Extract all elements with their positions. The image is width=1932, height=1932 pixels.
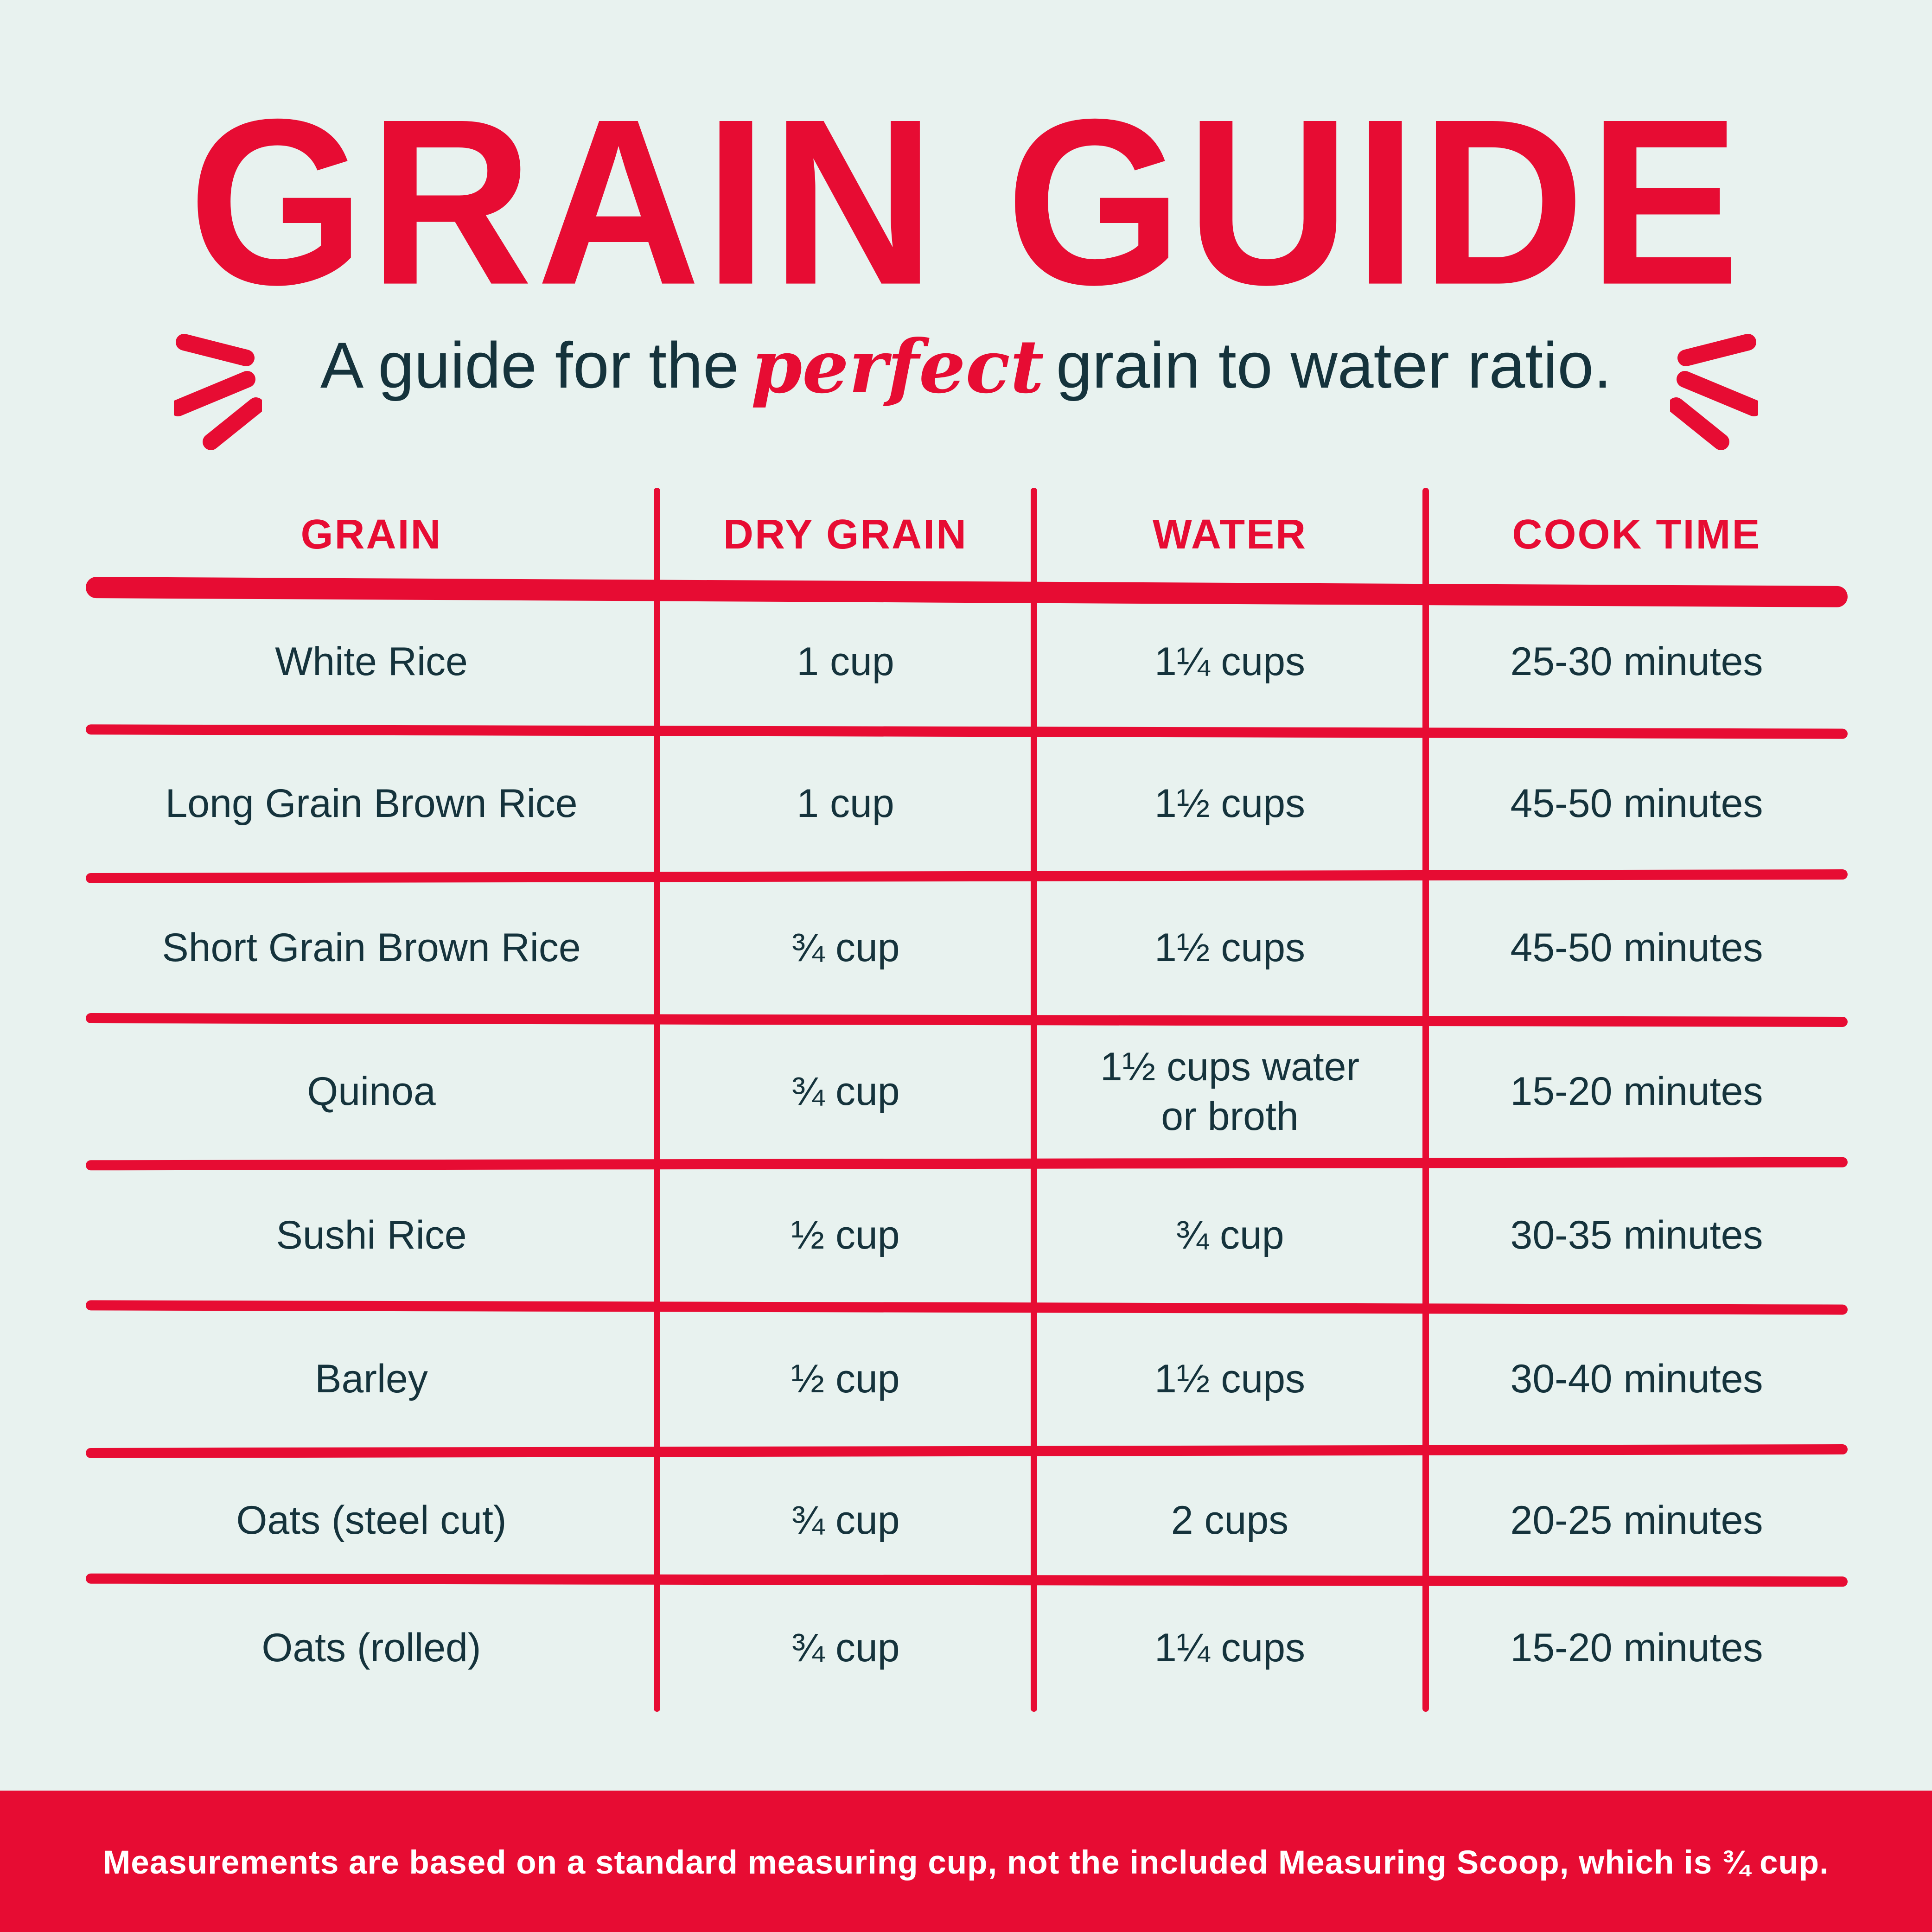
cell-water: 1½ cups water or broth bbox=[1100, 1044, 1360, 1139]
subtitle-prefix: A guide for the bbox=[320, 329, 739, 402]
cell-grain: Quinoa bbox=[307, 1069, 436, 1114]
column-header-grain: GRAIN bbox=[300, 511, 442, 558]
subtitle-highlight: perfect bbox=[751, 324, 1044, 410]
cell-grain: Oats (rolled) bbox=[261, 1626, 481, 1671]
grain-table: GRAIN DRY GRAIN WATER COOK TIME White Ri… bbox=[86, 478, 1848, 1706]
cell-cook-time: 15-20 minutes bbox=[1510, 1626, 1763, 1671]
cell-cook-time: 20-25 minutes bbox=[1510, 1498, 1763, 1543]
cell-grain: Long Grain Brown Rice bbox=[165, 781, 578, 826]
cell-dry-grain: 1 cup bbox=[797, 639, 894, 684]
cell-cook-time: 30-35 minutes bbox=[1510, 1213, 1763, 1258]
cell-dry-grain: ¾ cup bbox=[791, 1069, 900, 1114]
cell-water: 1½ cups bbox=[1154, 1357, 1306, 1402]
page-title: GRAIN GUIDE bbox=[188, 69, 1744, 334]
cell-dry-grain: 1 cup bbox=[797, 781, 894, 826]
cell-water: 1½ cups bbox=[1154, 925, 1306, 970]
cell-dry-grain: ¾ cup bbox=[791, 1498, 900, 1543]
cell-cook-time: 15-20 minutes bbox=[1510, 1069, 1763, 1114]
column-divider-line bbox=[1031, 488, 1037, 1712]
subtitle-suffix: grain to water ratio. bbox=[1056, 329, 1612, 402]
cell-water: 2 cups bbox=[1171, 1498, 1289, 1543]
cell-grain: White Rice bbox=[275, 639, 468, 684]
cell-water: ¾ cup bbox=[1175, 1213, 1284, 1258]
footer-bar: Measurements are based on a standard mea… bbox=[0, 1791, 1932, 1932]
cell-dry-grain: ¾ cup bbox=[791, 1626, 900, 1671]
cell-water: 1¼ cups bbox=[1154, 639, 1306, 684]
cell-water: 1½ cups bbox=[1154, 781, 1306, 826]
cell-grain: Oats (steel cut) bbox=[236, 1498, 507, 1543]
burst-marks-left-icon bbox=[174, 334, 262, 450]
cell-cook-time: 45-50 minutes bbox=[1510, 781, 1763, 826]
column-header-dry-grain: DRY GRAIN bbox=[723, 511, 968, 558]
cell-cook-time: 30-40 minutes bbox=[1510, 1357, 1763, 1402]
column-divider-line bbox=[1422, 488, 1429, 1712]
cell-grain: Short Grain Brown Rice bbox=[162, 925, 581, 970]
footer-note: Measurements are based on a standard mea… bbox=[103, 1844, 1829, 1881]
cell-cook-time: 45-50 minutes bbox=[1510, 925, 1763, 970]
column-header-cook-time: COOK TIME bbox=[1512, 511, 1761, 558]
cell-cook-time: 25-30 minutes bbox=[1510, 639, 1763, 684]
cell-grain: Barley bbox=[315, 1357, 428, 1402]
cell-water: 1¼ cups bbox=[1154, 1626, 1306, 1671]
cell-grain: Sushi Rice bbox=[276, 1213, 467, 1258]
column-header-water: WATER bbox=[1152, 511, 1307, 558]
cell-dry-grain: ¾ cup bbox=[791, 925, 900, 970]
cell-dry-grain: ½ cup bbox=[791, 1213, 900, 1258]
burst-marks-right-icon bbox=[1670, 334, 1758, 450]
cell-dry-grain: ½ cup bbox=[791, 1357, 900, 1402]
page-subtitle: A guide for the perfect grain to water rat… bbox=[0, 322, 1932, 408]
column-divider-line bbox=[654, 488, 660, 1712]
